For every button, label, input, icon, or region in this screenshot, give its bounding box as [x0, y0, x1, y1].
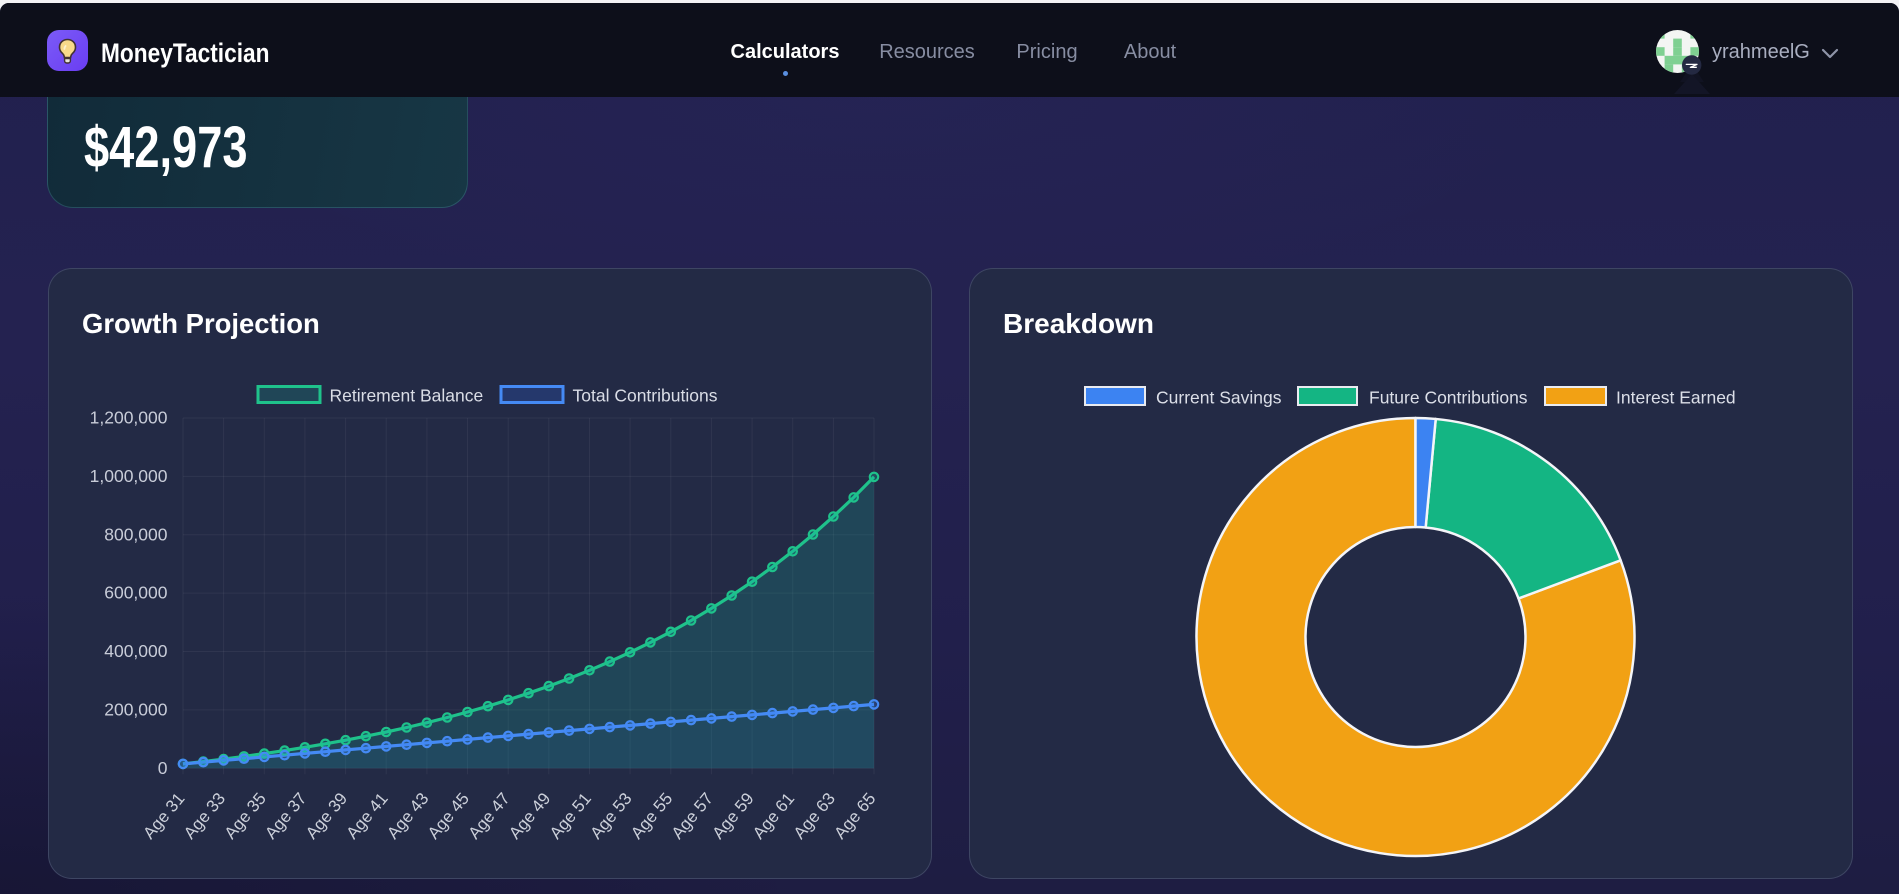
svg-text:1,200,000: 1,200,000 [90, 407, 168, 427]
svg-text:Age 33: Age 33 [180, 789, 229, 842]
svg-text:Age 43: Age 43 [383, 789, 432, 842]
svg-text:Age 31: Age 31 [139, 789, 188, 842]
svg-text:Age 35: Age 35 [221, 789, 270, 842]
svg-text:Age 49: Age 49 [505, 789, 554, 842]
svg-text:Age 51: Age 51 [546, 789, 595, 842]
svg-text:1,000,000: 1,000,000 [90, 465, 168, 485]
svg-text:Age 39: Age 39 [302, 789, 351, 842]
svg-text:Future Contributions: Future Contributions [1369, 387, 1528, 407]
svg-text:600,000: 600,000 [104, 582, 168, 602]
svg-text:Age 47: Age 47 [465, 789, 514, 842]
svg-text:Retirement Balance: Retirement Balance [330, 385, 484, 405]
svg-text:Current Savings: Current Savings [1156, 387, 1282, 407]
svg-text:Age 65: Age 65 [830, 789, 879, 842]
svg-text:Age 59: Age 59 [708, 789, 757, 842]
svg-text:Interest Earned: Interest Earned [1616, 387, 1736, 407]
svg-text:400,000: 400,000 [104, 641, 168, 661]
svg-text:Age 55: Age 55 [627, 789, 676, 842]
svg-text:Age 37: Age 37 [261, 789, 310, 842]
svg-text:Age 63: Age 63 [790, 789, 839, 842]
svg-text:Total Contributions: Total Contributions [573, 385, 718, 405]
svg-text:Age 53: Age 53 [586, 789, 635, 842]
svg-text:Age 41: Age 41 [343, 789, 392, 842]
svg-text:0: 0 [158, 757, 168, 777]
svg-text:800,000: 800,000 [104, 524, 168, 544]
svg-text:Age 45: Age 45 [424, 789, 473, 842]
svg-text:Age 57: Age 57 [668, 789, 717, 842]
svg-text:200,000: 200,000 [104, 699, 168, 719]
svg-text:Age 61: Age 61 [749, 789, 798, 842]
